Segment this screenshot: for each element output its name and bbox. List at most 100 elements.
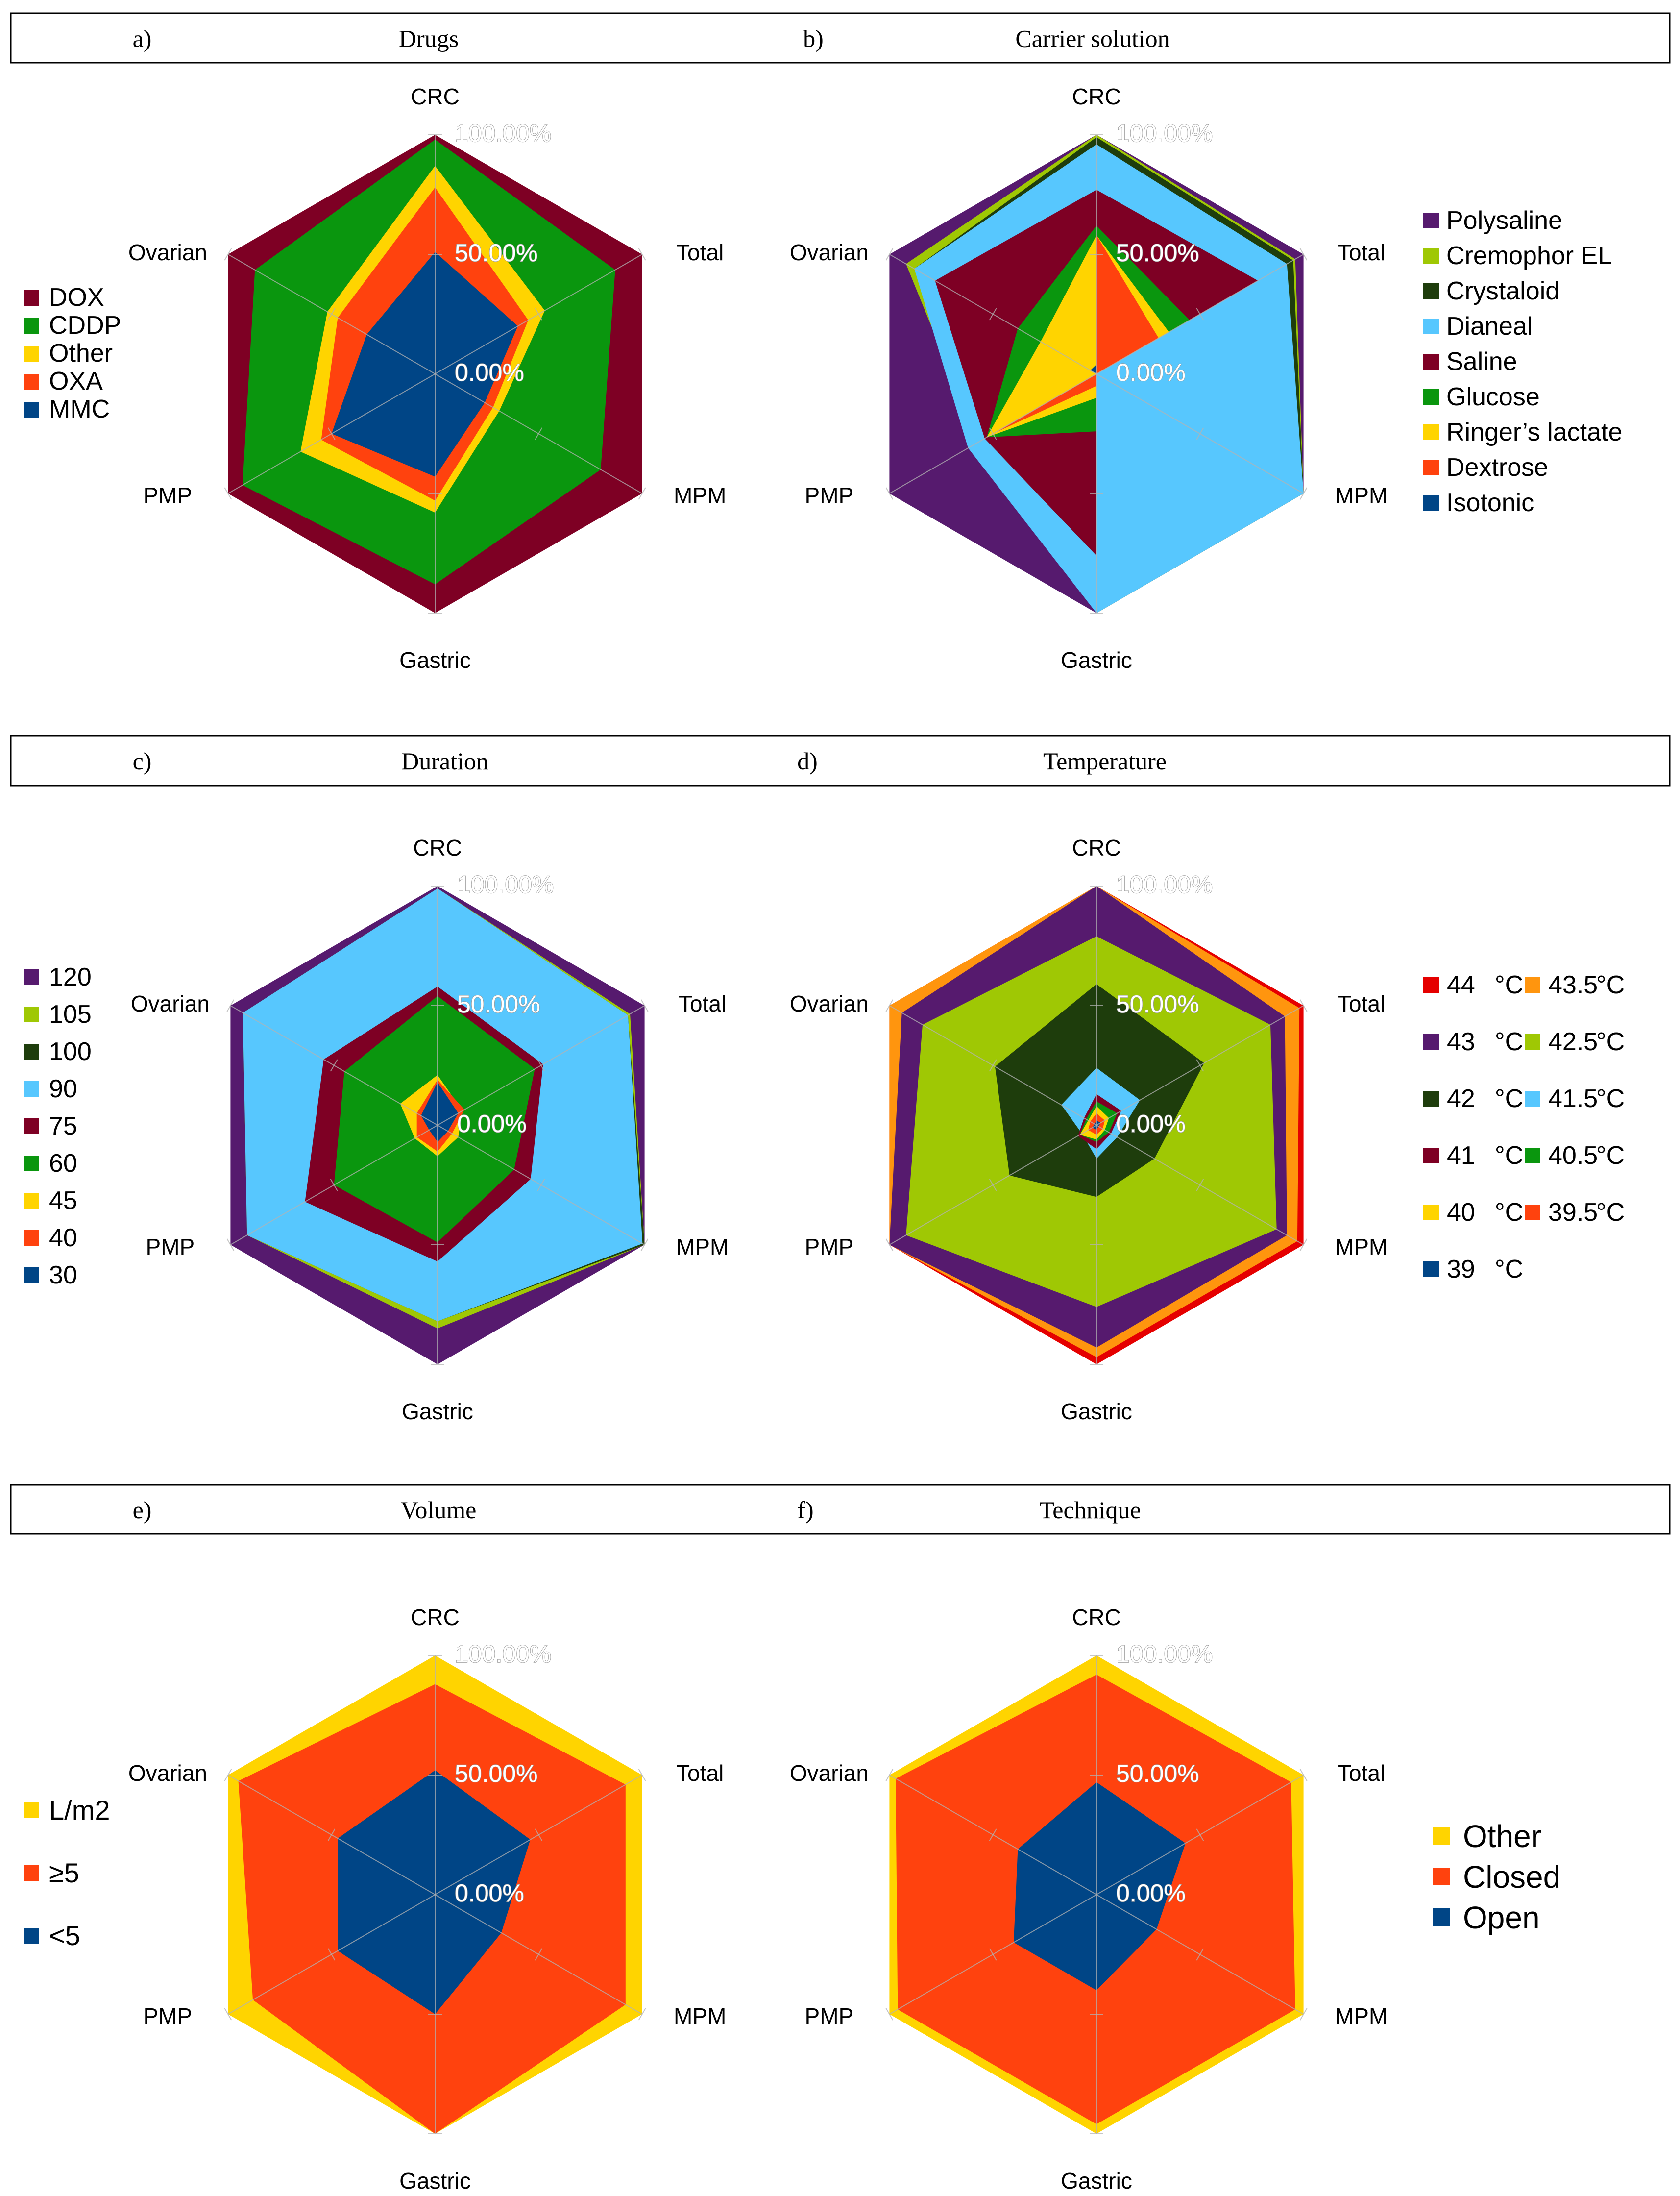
legend-swatch <box>24 1007 39 1022</box>
axis-tick <box>226 1238 235 1251</box>
axis-tick <box>1196 1059 1204 1072</box>
axis-label-mpm: MPM <box>1335 1234 1388 1259</box>
legend-swatch <box>1423 283 1439 299</box>
axis-label-crc: CRC <box>413 835 462 861</box>
axis-tick <box>989 1059 997 1072</box>
panel-title: Technique <box>1039 1496 1141 1524</box>
legend-swatch <box>24 1865 39 1881</box>
axis-tick <box>989 427 997 440</box>
axis-label-gastric: Gastric <box>399 2168 471 2194</box>
legend-label: Polysaline <box>1446 206 1562 235</box>
axis-tick <box>638 248 646 261</box>
radial-tick-label: 50.00% <box>1116 239 1199 267</box>
radial-tick-label: 50.00% <box>455 1760 538 1787</box>
axis-label-ovarian: Ovarian <box>790 991 869 1016</box>
radial-tick-label: 100.00% <box>455 120 551 147</box>
legend-swatch <box>24 346 39 362</box>
legend-label: 45 <box>49 1186 77 1215</box>
legend-label: MMC <box>49 395 110 423</box>
axis-tick <box>1299 248 1308 261</box>
axis-tick <box>537 1179 545 1191</box>
legend-label: CDDP <box>49 311 121 340</box>
axis-tick <box>327 427 336 440</box>
axis-label-crc: CRC <box>411 1604 460 1630</box>
axis-tick <box>1196 308 1204 321</box>
legend-swatch <box>1423 460 1439 475</box>
axis-label-crc: CRC <box>411 84 460 109</box>
axis-label-pmp: PMP <box>805 1234 854 1259</box>
panel-title: Volume <box>401 1496 477 1524</box>
axis-label-pmp: PMP <box>805 2003 854 2029</box>
axis-label-total: Total <box>1338 240 1385 265</box>
legend-label: 43 <box>1447 1028 1475 1056</box>
panel-label: f) <box>797 1496 813 1524</box>
series-area-9 <box>421 1082 459 1142</box>
axis-tick <box>989 1179 997 1191</box>
legend-unit: °C <box>1596 971 1625 999</box>
axis-label-crc: CRC <box>1072 835 1121 861</box>
radial-tick-label: 0.00% <box>455 359 524 386</box>
axis-tick <box>224 1769 232 1781</box>
legend-swatch <box>1525 977 1540 993</box>
legend-swatch <box>1423 319 1439 334</box>
legend-label: DOX <box>49 283 104 312</box>
axis-tick <box>535 1828 543 1841</box>
legend-swatch <box>1423 248 1439 264</box>
legend-swatch <box>24 1267 39 1283</box>
legend-swatch <box>1423 495 1439 511</box>
panel-title: Drugs <box>399 25 459 52</box>
title-box-row-2 <box>10 735 1671 787</box>
axis-label-total: Total <box>679 991 726 1016</box>
axis-label-total: Total <box>1338 991 1385 1016</box>
legend-label: 100 <box>49 1037 92 1066</box>
legend: Polysaline Cremophor EL Crystaloid Dianeal S… <box>1423 206 1622 517</box>
axis-label-crc: CRC <box>1072 1604 1121 1630</box>
legend-swatch <box>1423 1205 1439 1220</box>
legend-label: Closed <box>1463 1859 1560 1895</box>
legend-label: Cremophor EL <box>1446 242 1612 270</box>
axis-tick <box>1299 1769 1308 1781</box>
legend-label: OXA <box>49 367 103 395</box>
axis-label-pmp: PMP <box>144 483 193 508</box>
legend-label: 39.5 <box>1548 1198 1598 1227</box>
legend-unit: °C <box>1495 1085 1523 1113</box>
axis-tick <box>885 1238 894 1251</box>
legend-label: 42 <box>1447 1085 1475 1113</box>
legend-unit: °C <box>1596 1141 1625 1170</box>
axis-label-mpm: MPM <box>1335 2003 1388 2029</box>
legend-label: L/m2 <box>49 1795 110 1826</box>
legend-label: 60 <box>49 1149 77 1178</box>
legend-label: 105 <box>49 1000 92 1029</box>
axis-label-total: Total <box>676 240 724 265</box>
legend-unit: °C <box>1495 1141 1523 1170</box>
legend-label: Crystaloid <box>1446 277 1559 305</box>
axis-label-pmp: PMP <box>805 483 854 508</box>
axis-tick <box>640 999 649 1012</box>
axis-tick <box>638 487 646 500</box>
legend: L/m2 ≥5 <5 <box>24 1795 110 1951</box>
axis-tick <box>535 308 543 321</box>
axis-label-gastric: Gastric <box>402 1399 473 1424</box>
series-area-3 <box>338 1770 531 2014</box>
legend-swatch <box>24 1044 39 1060</box>
legend-label: 42.5 <box>1548 1028 1598 1056</box>
series-area-5 <box>331 252 518 477</box>
radial-tick-label: 100.00% <box>455 1640 551 1668</box>
axis-tick <box>1299 2008 1308 2021</box>
axis-tick <box>1196 1948 1204 1961</box>
radial-tick-label: 50.00% <box>457 990 540 1018</box>
series-area-8 <box>993 235 1159 434</box>
radar-panel-6: f) Technique 0.00% 50.00% 100.00% CRC Total MPM… <box>790 1496 1560 2194</box>
title-box-row-3 <box>10 1484 1671 1535</box>
legend-swatch <box>1525 1148 1540 1163</box>
legend-label: Saline <box>1446 347 1517 376</box>
legend-swatch <box>24 402 39 418</box>
axis-tick <box>640 1238 649 1251</box>
axis-label-mpm: MPM <box>676 1234 729 1259</box>
axis-tick <box>989 1828 997 1841</box>
legend-label: 39 <box>1447 1255 1475 1283</box>
radar-panel-4: d) Temperature 0.00% 50.00% 100.00% CRC Total M… <box>790 747 1625 1424</box>
axis-tick <box>327 1828 336 1841</box>
legend-swatch <box>1433 1868 1450 1885</box>
